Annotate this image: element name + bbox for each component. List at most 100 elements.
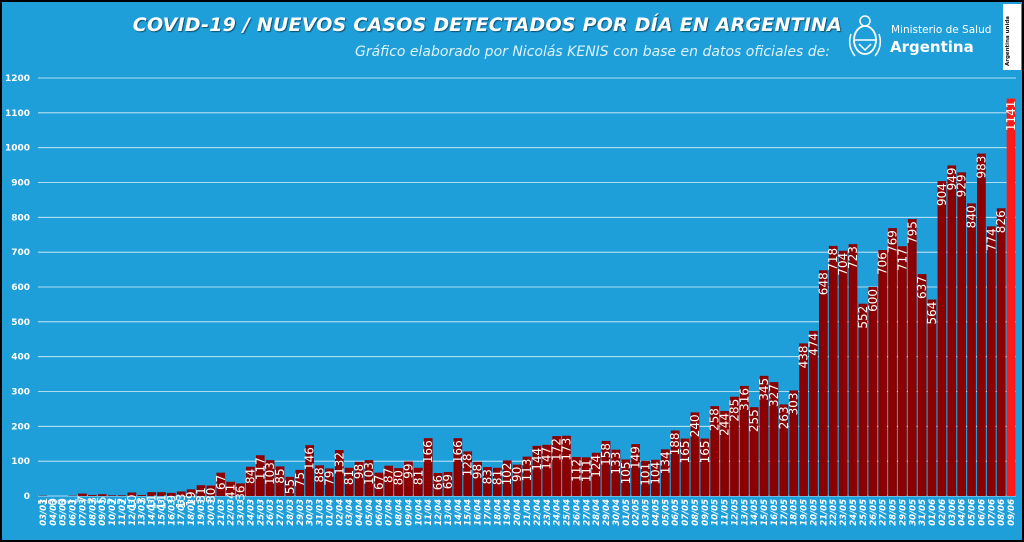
data-label: 600 — [866, 289, 880, 312]
bar — [423, 438, 433, 496]
bar — [522, 456, 532, 496]
data-label: 85 — [273, 468, 287, 483]
data-label: 132 — [332, 452, 346, 475]
x-tick-label: 29/04 — [602, 499, 612, 526]
data-label: 165 — [678, 441, 692, 464]
data-label: 285 — [727, 399, 741, 422]
data-label: 36 — [234, 485, 248, 500]
bar — [493, 467, 502, 496]
bar — [898, 246, 907, 496]
x-tick-label: 20/03 — [207, 499, 217, 526]
data-label: 0 — [56, 498, 70, 506]
x-tick-label: 14/03 — [148, 499, 158, 526]
x-tick-label: 03/04 — [345, 499, 355, 526]
data-label: 263 — [777, 406, 791, 429]
data-label: 81 — [411, 470, 425, 485]
bar — [325, 468, 334, 496]
x-tick-label: 02/06 — [938, 499, 948, 526]
data-label: 240 — [688, 414, 702, 437]
data-label: 41 — [224, 484, 238, 499]
data-label: 117 — [253, 457, 267, 480]
x-tick-label: 09/05 — [701, 499, 711, 526]
bar — [344, 467, 354, 496]
x-tick-label: 15/03 — [157, 499, 167, 526]
data-label: 30 — [204, 488, 218, 503]
bar — [107, 495, 117, 496]
data-label: 637 — [915, 276, 929, 299]
x-tick-label: 04/04 — [355, 499, 365, 526]
bar — [127, 492, 137, 496]
bar — [888, 228, 897, 497]
data-label: 244 — [718, 413, 732, 436]
x-tick-label: 07/03 — [78, 499, 88, 526]
bar — [986, 226, 996, 496]
data-label: 949 — [945, 167, 959, 190]
data-label: 474 — [806, 333, 820, 356]
data-label: 69 — [441, 474, 455, 489]
x-tick-label: 04/06 — [958, 499, 968, 526]
x-tick-label: 05/04 — [365, 499, 375, 526]
y-tick-label: 300 — [11, 388, 30, 398]
x-tick-label: 23/03 — [237, 499, 247, 526]
data-label: 11 — [145, 494, 159, 509]
y-tick-label: 800 — [11, 213, 30, 223]
bar — [591, 452, 601, 496]
data-label: 5 — [95, 496, 109, 504]
bar — [710, 406, 720, 496]
data-label: 718 — [826, 248, 840, 271]
bar — [354, 461, 364, 496]
x-tick-label: 05/06 — [968, 499, 978, 526]
data-label: 929 — [955, 174, 969, 197]
y-tick-label: 1000 — [5, 144, 30, 154]
x-tick-label: 06/03 — [69, 499, 79, 526]
bars — [38, 98, 1016, 497]
bar — [433, 473, 443, 496]
data-label: 552 — [856, 306, 870, 329]
data-label: 102 — [500, 462, 514, 485]
bar — [651, 459, 660, 496]
x-tick-label: 03/05 — [642, 499, 652, 526]
data-label: 111 — [579, 459, 593, 482]
x-tick-label: 24/04 — [553, 499, 563, 526]
bar — [404, 461, 413, 496]
bar — [147, 492, 156, 496]
x-tick-label: 26/05 — [869, 499, 879, 526]
bar — [483, 467, 492, 496]
data-label: 983 — [974, 156, 988, 179]
data-label: 166 — [421, 440, 435, 463]
bar — [730, 396, 739, 496]
data-label: 3 — [85, 497, 99, 505]
data-label: 7 — [75, 496, 89, 504]
x-tick-label: 14/05 — [750, 499, 760, 526]
x-tick-label: 07/05 — [681, 499, 691, 526]
x-tick-label: 02/05 — [632, 499, 642, 526]
bar — [700, 438, 710, 496]
bar — [463, 451, 473, 496]
data-label: 98 — [352, 464, 366, 479]
bar — [690, 412, 700, 496]
x-tick-label: 28/05 — [889, 499, 899, 526]
x-tick-label: 16/03 — [167, 499, 177, 526]
data-label: 706 — [876, 252, 890, 275]
argentina-unida-badge: Argentina unida — [1003, 4, 1021, 70]
bar — [384, 465, 394, 496]
bar — [581, 457, 591, 496]
y-tick-label: 200 — [11, 422, 30, 432]
data-label: 564 — [925, 302, 939, 325]
x-tick-label: 27/04 — [582, 499, 592, 526]
x-tick-label: 01/05 — [622, 499, 632, 526]
chart-subtitle: Gráfico elaborado por Nicolás KENIS con … — [354, 44, 830, 60]
bar — [374, 472, 384, 496]
y-tick-label: 500 — [11, 318, 30, 328]
x-tick-label: 15/04 — [464, 499, 474, 526]
data-label: 2 — [105, 497, 119, 505]
bar — [364, 460, 374, 496]
data-label: 84 — [243, 469, 257, 484]
data-label: 81 — [342, 470, 356, 485]
bar — [868, 287, 878, 496]
value-labels: 1001735221031111913193130674136841171038… — [36, 101, 1018, 510]
x-tick-label: 26/03 — [266, 499, 276, 526]
bar — [967, 203, 976, 496]
bar — [186, 489, 196, 496]
x-tick-label: 30/03 — [306, 499, 316, 526]
